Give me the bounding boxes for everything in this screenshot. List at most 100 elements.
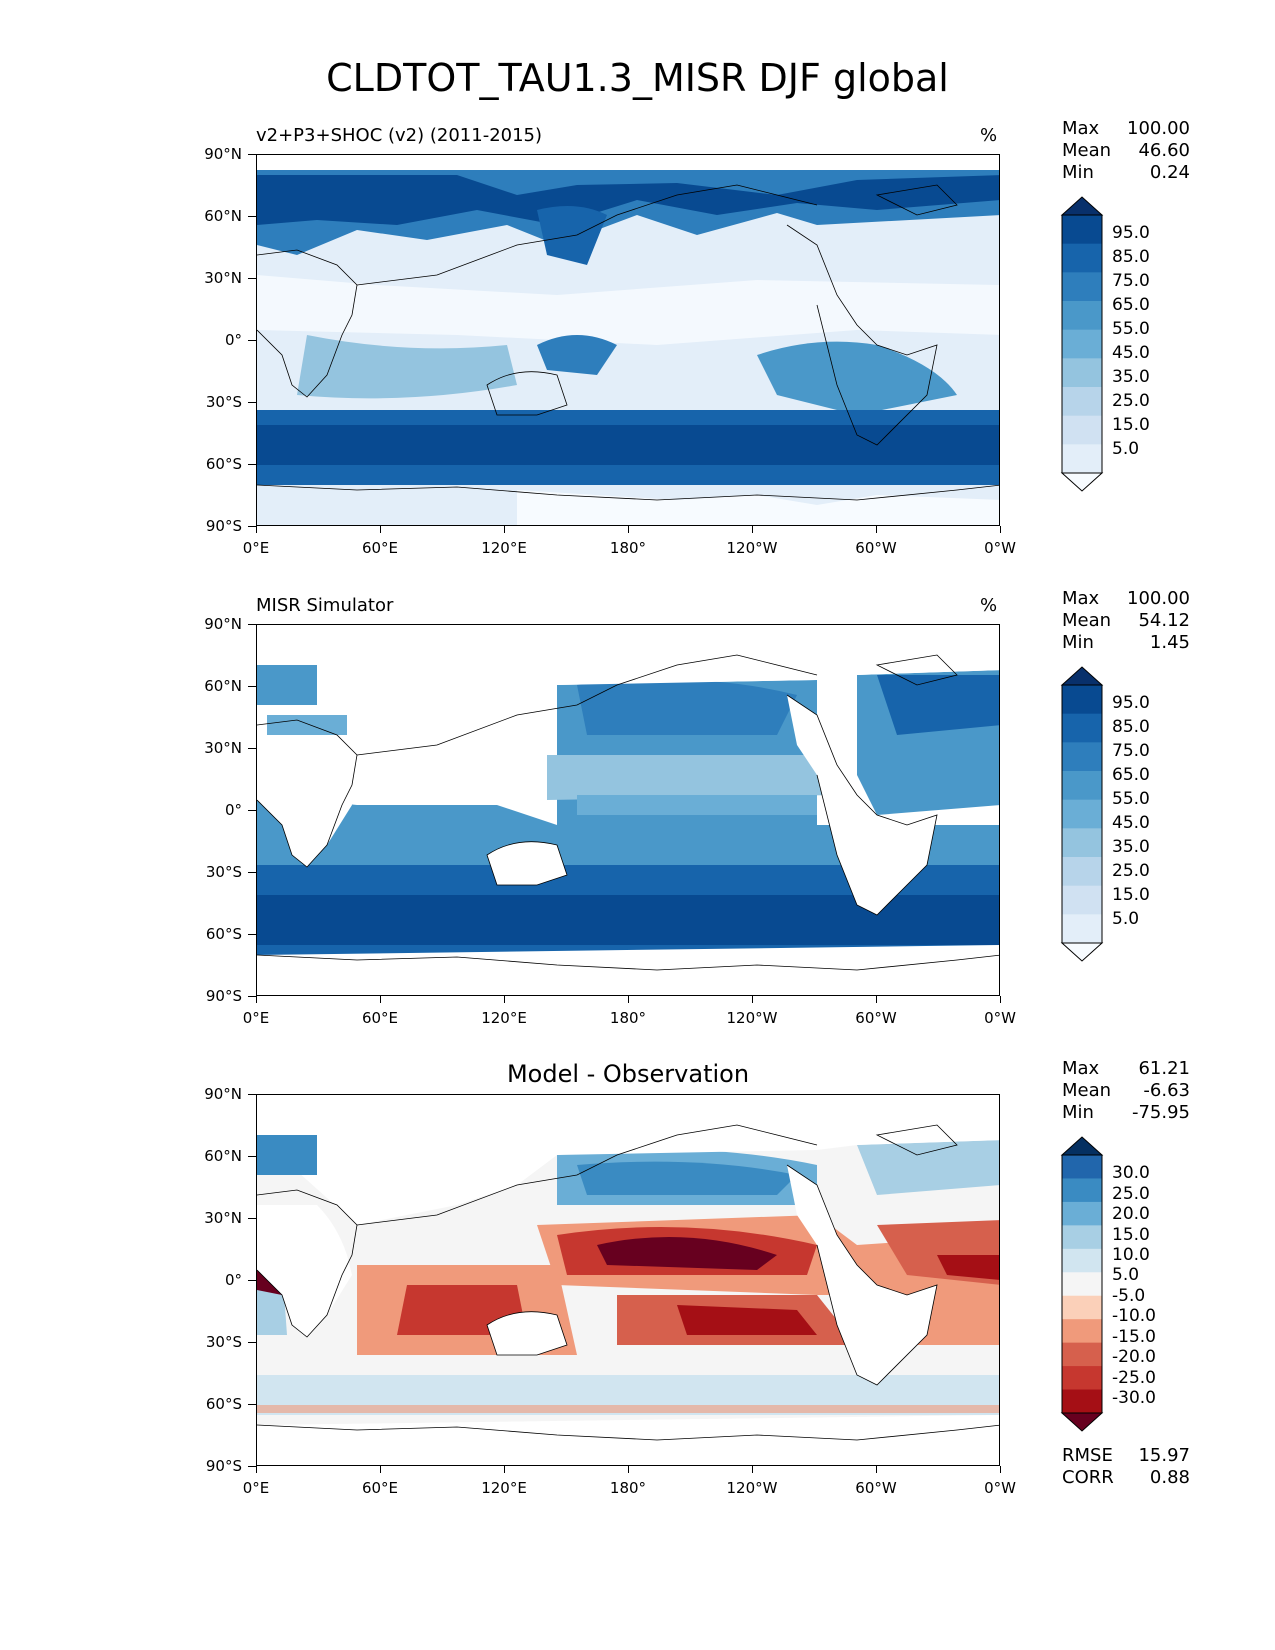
colorbar-segment <box>1062 1295 1102 1320</box>
lon-tick <box>1000 1466 1001 1473</box>
lat-label: 30°N <box>204 739 242 757</box>
lat-tick <box>248 154 256 155</box>
lat-tick <box>248 872 256 873</box>
colorbar-extend-max <box>1060 1136 1104 1156</box>
lat-label: 30°S <box>205 1333 242 1351</box>
lon-label: 0°E <box>242 1479 270 1497</box>
colorbar-label: 45.0 <box>1112 343 1150 363</box>
lat-tick <box>248 624 256 625</box>
colorbar-extend-min <box>1060 1412 1104 1432</box>
lat-tick <box>248 340 256 341</box>
lat-label: 0° <box>224 331 242 349</box>
stat-mean: -6.63 <box>1143 1080 1190 1101</box>
colorbar-extend-max <box>1060 666 1104 686</box>
colorbar-segment <box>1062 828 1102 858</box>
colorbar-segment <box>1062 914 1102 944</box>
lon-label: 60°E <box>361 1009 399 1027</box>
map-difference <box>256 1094 1000 1466</box>
lon-tick <box>256 1466 257 1473</box>
colorbar-label: 55.0 <box>1112 789 1150 809</box>
coastlines <box>257 1124 999 1441</box>
colorbar-label: 25.0 <box>1112 1184 1150 1204</box>
colorbar-segment <box>1062 1366 1102 1391</box>
lon-tick <box>256 996 257 1003</box>
lon-label: 0°E <box>242 1009 270 1027</box>
lat-label: 90°N <box>204 615 242 633</box>
stat-max: 100.00 <box>1127 118 1190 139</box>
lon-label: 0°W <box>984 1479 1016 1497</box>
coastlines <box>257 184 999 501</box>
colorbar-extend-min <box>1060 942 1104 962</box>
colorbar-label: 5.0 <box>1112 439 1140 459</box>
lat-label: 30°S <box>205 393 242 411</box>
lon-tick <box>380 996 381 1003</box>
lon-tick <box>876 1466 877 1473</box>
colorbar-segment <box>1062 415 1102 445</box>
colorbar-label: 10.0 <box>1112 1245 1150 1265</box>
lat-label: 90°N <box>204 1085 242 1103</box>
colorbar-label: -25.0 <box>1112 1368 1156 1388</box>
stat-min: 1.45 <box>1149 632 1190 653</box>
lon-tick <box>380 1466 381 1473</box>
stats-box: Max 61.21 Mean -6.63 Min -75.95 <box>1062 1058 1190 1124</box>
lat-label: 30°N <box>204 1209 242 1227</box>
units-label: % <box>980 125 998 146</box>
stat-label: Min <box>1062 1102 1094 1123</box>
lon-tick <box>504 526 505 533</box>
lat-label: 90°S <box>205 517 242 535</box>
colorbar-label: 65.0 <box>1112 765 1150 785</box>
lon-tick <box>752 996 753 1003</box>
lon-label: 0°E <box>242 539 270 557</box>
colorbar-label: 20.0 <box>1112 1204 1150 1224</box>
colorbar-segment <box>1062 857 1102 887</box>
lon-label: 120°W <box>726 1479 778 1497</box>
lon-tick <box>752 526 753 533</box>
lon-tick <box>380 526 381 533</box>
colorbar-label: 15.0 <box>1112 885 1150 905</box>
stat-label: Mean <box>1062 1080 1112 1101</box>
lat-label: 0° <box>224 801 242 819</box>
lat-tick <box>248 1404 256 1405</box>
stat-mean: 54.12 <box>1138 610 1190 631</box>
lon-tick <box>628 526 629 533</box>
colorbar-segment <box>1062 1342 1102 1367</box>
lat-tick <box>248 1342 256 1343</box>
colorbar-label: 5.0 <box>1112 909 1140 929</box>
rmse-corr-box: RMSE 15.97 CORR 0.88 <box>1062 1445 1190 1489</box>
lon-label: 0°W <box>984 1009 1016 1027</box>
lon-label: 60°W <box>855 539 897 557</box>
colorbar-segment <box>1062 742 1102 772</box>
lon-label: 180° <box>609 1479 647 1497</box>
panel-difference: Model - Observation <box>0 1055 1275 1515</box>
colorbar-segment <box>1062 1248 1102 1273</box>
lat-label: 30°S <box>205 863 242 881</box>
colorbar-segment <box>1062 1178 1102 1203</box>
lat-label: 60°N <box>204 207 242 225</box>
lat-tick <box>248 1094 256 1095</box>
colorbar-label: 45.0 <box>1112 813 1150 833</box>
colorbar-label: 75.0 <box>1112 271 1150 291</box>
stats-box: Max 100.00 Mean 54.12 Min 1.45 <box>1062 588 1190 654</box>
colorbar <box>1060 1136 1104 1432</box>
lat-tick <box>248 810 256 811</box>
colorbar-segment <box>1062 713 1102 743</box>
panel-title: v2+P3+SHOC (v2) (2011-2015) <box>256 125 543 146</box>
colorbar-segment <box>1062 301 1102 331</box>
lon-label: 120°E <box>481 1479 527 1497</box>
coastlines <box>257 654 999 971</box>
panel-title: MISR Simulator <box>256 595 394 616</box>
lat-label: 60°N <box>204 677 242 695</box>
colorbar-segment <box>1062 885 1102 915</box>
lon-label: 120°E <box>481 539 527 557</box>
lat-tick <box>248 1218 256 1219</box>
lon-label: 60°E <box>361 1479 399 1497</box>
lat-tick <box>248 402 256 403</box>
lon-tick <box>256 526 257 533</box>
stat-label: Min <box>1062 162 1094 183</box>
lat-tick <box>248 1156 256 1157</box>
stat-max: 100.00 <box>1127 588 1190 609</box>
colorbar-outline <box>1061 1154 1103 1414</box>
lat-label: 60°S <box>205 455 242 473</box>
stat-mean: 46.60 <box>1138 140 1190 161</box>
lon-tick <box>628 1466 629 1473</box>
